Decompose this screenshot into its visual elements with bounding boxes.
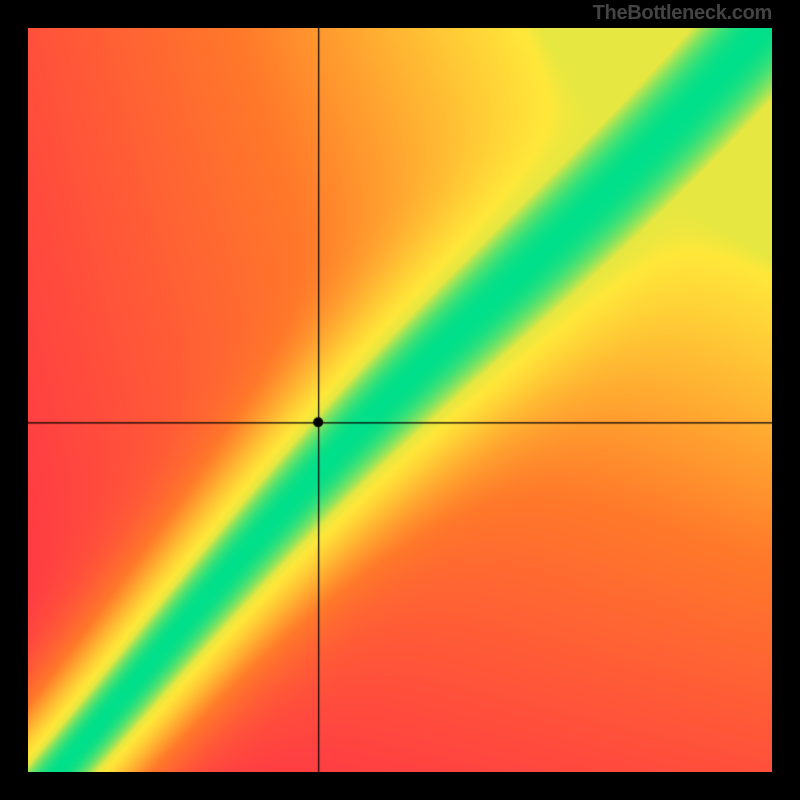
heatmap-canvas xyxy=(28,28,772,772)
plot-area xyxy=(28,28,772,772)
chart-container: TheBottleneck.com xyxy=(0,0,800,800)
watermark-text: TheBottleneck.com xyxy=(593,2,772,25)
